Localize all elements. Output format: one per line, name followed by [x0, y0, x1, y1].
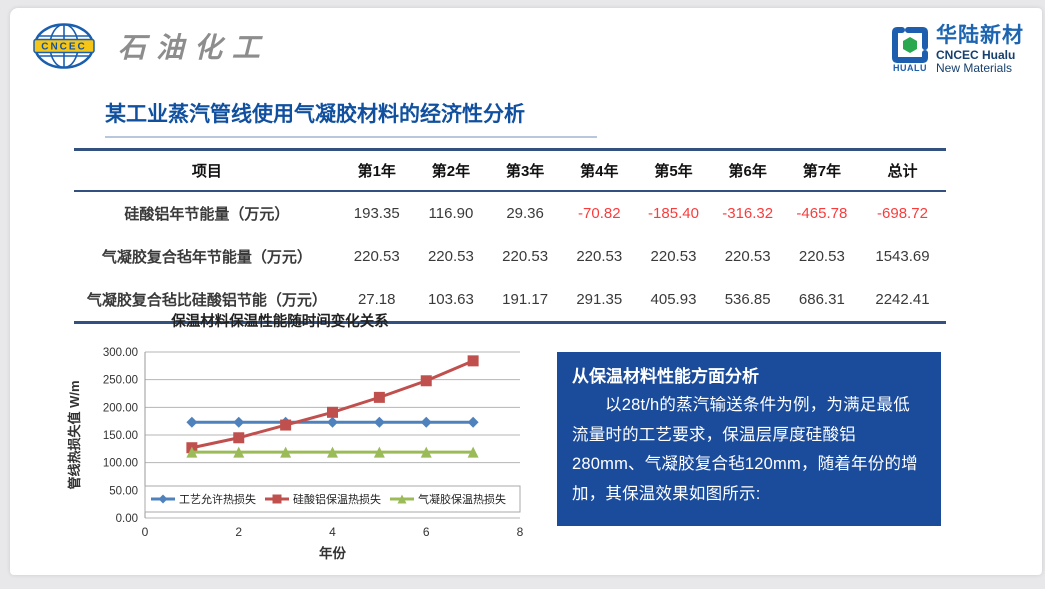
svg-text:6: 6: [423, 525, 430, 539]
table-header-cell: 第3年: [488, 149, 563, 192]
table-cell: 536.85: [724, 291, 771, 308]
table-cell: 220.53: [502, 248, 549, 265]
table-header-cell: 第7年: [784, 149, 859, 192]
svg-text:150.00: 150.00: [103, 430, 138, 442]
table-cell: 29.36: [506, 205, 544, 222]
table-cell: 220.53: [724, 248, 771, 265]
table-cell: 220.53: [798, 248, 845, 265]
hualu-mark-text: HUALU: [893, 62, 927, 73]
hualu-name-en2: New Materials: [936, 61, 1013, 76]
table-row: 硅酸铝年节能量（万元） 193.35 116.90 29.36 -70.82 -185.4…: [74, 191, 946, 235]
cncec-globe-icon: CNCEC: [33, 23, 95, 69]
svg-text:管线热损失值 W/m: 管线热损失值 W/m: [67, 380, 82, 489]
table-cell: 193.35: [353, 205, 400, 222]
svg-text:250.00: 250.00: [103, 375, 138, 387]
petrochemical-brand-text: 石油化工: [118, 31, 271, 64]
svg-text:0.00: 0.00: [116, 513, 138, 525]
svg-text:4: 4: [329, 525, 336, 539]
svg-text:硅酸铝保温热损失: 硅酸铝保温热损失: [293, 492, 381, 506]
table-body: 硅酸铝年节能量（万元） 193.35 116.90 29.36 -70.82 -185.4…: [74, 191, 946, 323]
row-label: 硅酸铝年节能量（万元）: [124, 206, 290, 223]
svg-text:年份: 年份: [319, 545, 346, 561]
hualu-logo: HUALU 华陆新材 CNCEC Hualu New Materials: [892, 24, 1024, 75]
table-cell: 291.35: [576, 291, 623, 308]
svg-text:2: 2: [235, 525, 242, 539]
cncec-logo: CNCEC 石油化工: [32, 22, 270, 70]
insulation-chart-svg: 300.00 250.00 200.00 150.00 100.00 50.00 0.00 0…: [67, 347, 524, 561]
table-cell: 405.93: [650, 291, 697, 308]
svg-text:100.00: 100.00: [103, 458, 138, 470]
title-underline: [105, 136, 597, 138]
hualu-name-cn: 华陆新材: [936, 24, 1024, 47]
table-cell: -185.40: [648, 205, 699, 222]
slide: CNCEC 石油化工 HUALU 华陆新材 CNCEC Hualu New Ma…: [10, 8, 1042, 575]
table-cell: 220.53: [576, 248, 623, 265]
analysis-info-box: 从保温材料性能方面分析 以28t/h的蒸汽输送条件为例，为满足最低流量时的工艺要…: [557, 352, 941, 526]
economics-table: 项目 第1年 第2年 第3年 第4年 第5年 第6年 第7年 总计 硅酸铝年节能量（万元） 193…: [74, 148, 946, 324]
hualu-mark-icon: [892, 26, 928, 63]
table-header-cell: 第4年: [562, 149, 637, 192]
table-cell: 220.53: [353, 248, 400, 265]
table-cell: 116.90: [428, 205, 474, 222]
table-header-cell: 项目: [74, 149, 340, 192]
table-cell: -698.72: [877, 205, 928, 222]
chart-title: 保温材料保温性能随时间变化关系: [171, 314, 389, 330]
table-header-cell: 第2年: [413, 149, 489, 192]
table-cell: 27.18: [357, 291, 396, 308]
hualu-name-en1: CNCEC Hualu: [936, 48, 1016, 63]
svg-text:50.00: 50.00: [109, 485, 138, 497]
svg-text:0: 0: [142, 525, 149, 539]
table-cell: 220.53: [650, 248, 697, 265]
table-cell: 103.63: [427, 291, 474, 308]
table-cell: 220.53: [427, 248, 474, 265]
info-box-heading: 从保温材料性能方面分析: [572, 367, 759, 386]
table-header-cell: 第6年: [710, 149, 785, 192]
svg-text:300.00: 300.00: [103, 347, 138, 359]
table-cell: -316.32: [722, 205, 774, 222]
table-cell: -70.82: [578, 205, 621, 222]
table-header-cell: 第5年: [636, 149, 711, 192]
table-row: 气凝胶复合毡比硅酸铝节能（万元） 27.18 103.63 191.17 291.35 4…: [74, 278, 946, 323]
row-label: 气凝胶复合毡比硅酸铝节能（万元）: [86, 292, 327, 309]
svg-text:CNCEC: CNCEC: [41, 42, 87, 53]
table-row: 气凝胶复合毡年节能量（万元） 220.53 220.53 220.53 220.53 22…: [74, 235, 946, 278]
table-header-cell: 总计: [858, 149, 946, 192]
svg-text:气凝胶保温热损失: 气凝胶保温热损失: [418, 492, 506, 506]
row-label: 气凝胶复合毡年节能量（万元）: [101, 249, 312, 266]
table-cell: 1543.69: [875, 248, 930, 265]
svg-text:8: 8: [517, 525, 524, 539]
svg-text:工艺允许热损失: 工艺允许热损失: [179, 492, 256, 506]
insulation-chart: 300.00 250.00 200.00 150.00 100.00 50.00 0.00 0…: [65, 342, 535, 568]
table-cell: 2242.41: [875, 291, 930, 308]
page-title: 某工业蒸汽管线使用气凝胶材料的经济性分析: [105, 103, 525, 126]
table-cell: 191.17: [502, 291, 549, 308]
table-header-cell: 第1年: [339, 149, 414, 192]
table-header-row: 项目 第1年 第2年 第3年 第4年 第5年 第6年 第7年 总计: [74, 149, 946, 192]
table-cell: 686.31: [798, 291, 845, 308]
svg-text:200.00: 200.00: [103, 402, 138, 414]
info-box-body: 以28t/h的蒸汽输送条件为例，为满足最低流量时的工艺要求，保温层厚度硅酸铝28…: [572, 396, 918, 504]
table-cell: -465.78: [796, 205, 848, 222]
